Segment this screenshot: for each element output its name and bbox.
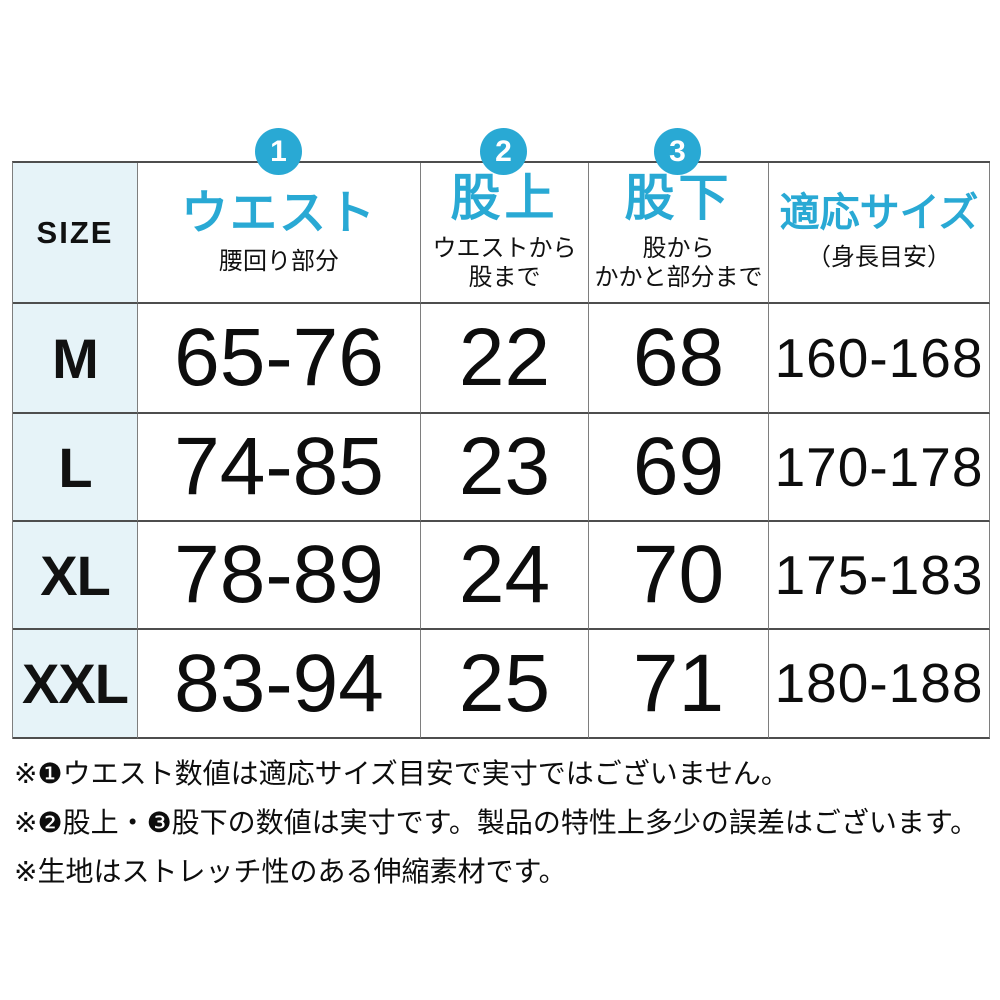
row-m-label: M bbox=[52, 326, 99, 390]
row-xl-waist-cell: 78-89 bbox=[138, 522, 421, 630]
row-xl-rise-value: 24 bbox=[458, 529, 551, 620]
row-l-inseam-cell: 69 bbox=[589, 414, 769, 522]
header-cell-waist: ウエスト 腰回り部分 bbox=[138, 163, 421, 304]
table-row-xxl-size-cell: XXL bbox=[13, 630, 138, 739]
rise-column-subtitle: ウエストから 股まで bbox=[432, 234, 577, 291]
inseam-column-title: 股下 bbox=[624, 170, 733, 227]
table-row-m-size-cell: M bbox=[13, 304, 138, 414]
header-cell-fit-size: 適応サイズ （身長目安） bbox=[769, 163, 990, 304]
row-xl-waist-value: 78-89 bbox=[174, 529, 384, 620]
row-xl-label: XL bbox=[40, 543, 111, 607]
header-cell-rise: 股上 ウエストから 股まで bbox=[421, 163, 589, 304]
waist-column-subtitle: 腰回り部分 bbox=[219, 247, 339, 275]
row-m-height-cell: 160-168 bbox=[769, 304, 990, 414]
row-l-waist-cell: 74-85 bbox=[138, 414, 421, 522]
row-m-rise-cell: 22 bbox=[421, 304, 589, 414]
header-cell-inseam: 股下 股から かかと部分まで bbox=[589, 163, 769, 304]
waist-column-title: ウエスト bbox=[181, 186, 377, 240]
row-xxl-inseam-value: 71 bbox=[632, 637, 725, 729]
table-row-l-size-cell: L bbox=[13, 414, 138, 522]
row-m-height-value: 160-168 bbox=[774, 326, 984, 389]
row-xl-rise-cell: 24 bbox=[421, 522, 589, 630]
footnote-waist-disclaimer: ※❶ウエスト数値は適応サイズ目安で実寸ではございません。 bbox=[14, 758, 789, 789]
row-l-rise-value: 23 bbox=[458, 421, 551, 512]
row-xxl-rise-value: 25 bbox=[458, 637, 551, 729]
row-l-inseam-value: 69 bbox=[632, 421, 725, 512]
inseam-column-subtitle: 股から かかと部分まで bbox=[594, 234, 763, 291]
row-m-inseam-value: 68 bbox=[632, 312, 725, 403]
table-row-xl-size-cell: XL bbox=[13, 522, 138, 630]
row-xl-inseam-value: 70 bbox=[632, 529, 725, 620]
circle-number-1-badge: 1 bbox=[255, 128, 302, 175]
header-cell-size: SIZE bbox=[13, 163, 138, 304]
footnote-measurement-disclaimer: ※❷股上・❸股下の数値は実寸です。製品の特性上多少の誤差はございます。 bbox=[14, 807, 979, 838]
row-xxl-height-value: 180-188 bbox=[774, 652, 984, 714]
row-l-label: L bbox=[58, 435, 92, 499]
row-xl-height-value: 175-183 bbox=[774, 543, 984, 606]
row-xl-inseam-cell: 70 bbox=[589, 522, 769, 630]
row-xxl-rise-cell: 25 bbox=[421, 630, 589, 739]
row-xxl-waist-value: 83-94 bbox=[174, 637, 384, 729]
row-m-rise-value: 22 bbox=[458, 312, 551, 403]
row-m-waist-cell: 65-76 bbox=[138, 304, 421, 414]
row-xl-height-cell: 175-183 bbox=[769, 522, 990, 630]
row-l-rise-cell: 23 bbox=[421, 414, 589, 522]
badge-3-number: 3 bbox=[669, 134, 686, 168]
row-l-height-value: 170-178 bbox=[774, 435, 984, 498]
row-xxl-inseam-cell: 71 bbox=[589, 630, 769, 739]
row-xxl-label: XXL bbox=[22, 652, 129, 715]
size-table: SIZE ウエスト 腰回り部分 股上 ウエストから 股まで 股下 股から かかと… bbox=[12, 161, 990, 739]
fit-size-column-subtitle: （身長目安） bbox=[807, 244, 951, 272]
circle-number-2-badge: 2 bbox=[480, 128, 527, 175]
rise-column-title: 股上 bbox=[450, 170, 559, 227]
row-l-waist-value: 74-85 bbox=[174, 421, 384, 512]
circle-number-3-badge: 3 bbox=[654, 128, 701, 175]
row-l-height-cell: 170-178 bbox=[769, 414, 990, 522]
footnote-fabric-stretch: ※生地はストレッチ性のある伸縮素材です。 bbox=[14, 856, 567, 887]
row-m-inseam-cell: 68 bbox=[589, 304, 769, 414]
size-header-label: SIZE bbox=[36, 214, 114, 250]
badge-2-number: 2 bbox=[495, 134, 512, 168]
footnotes: ※❶ウエスト数値は適応サイズ目安で実寸ではございません。 ※❷股上・❸股下の数値… bbox=[14, 757, 994, 904]
row-xxl-waist-cell: 83-94 bbox=[138, 630, 421, 739]
row-m-waist-value: 65-76 bbox=[174, 312, 384, 403]
row-xxl-height-cell: 180-188 bbox=[769, 630, 990, 739]
badge-1-number: 1 bbox=[270, 134, 287, 168]
fit-size-column-title: 適応サイズ bbox=[779, 191, 979, 236]
